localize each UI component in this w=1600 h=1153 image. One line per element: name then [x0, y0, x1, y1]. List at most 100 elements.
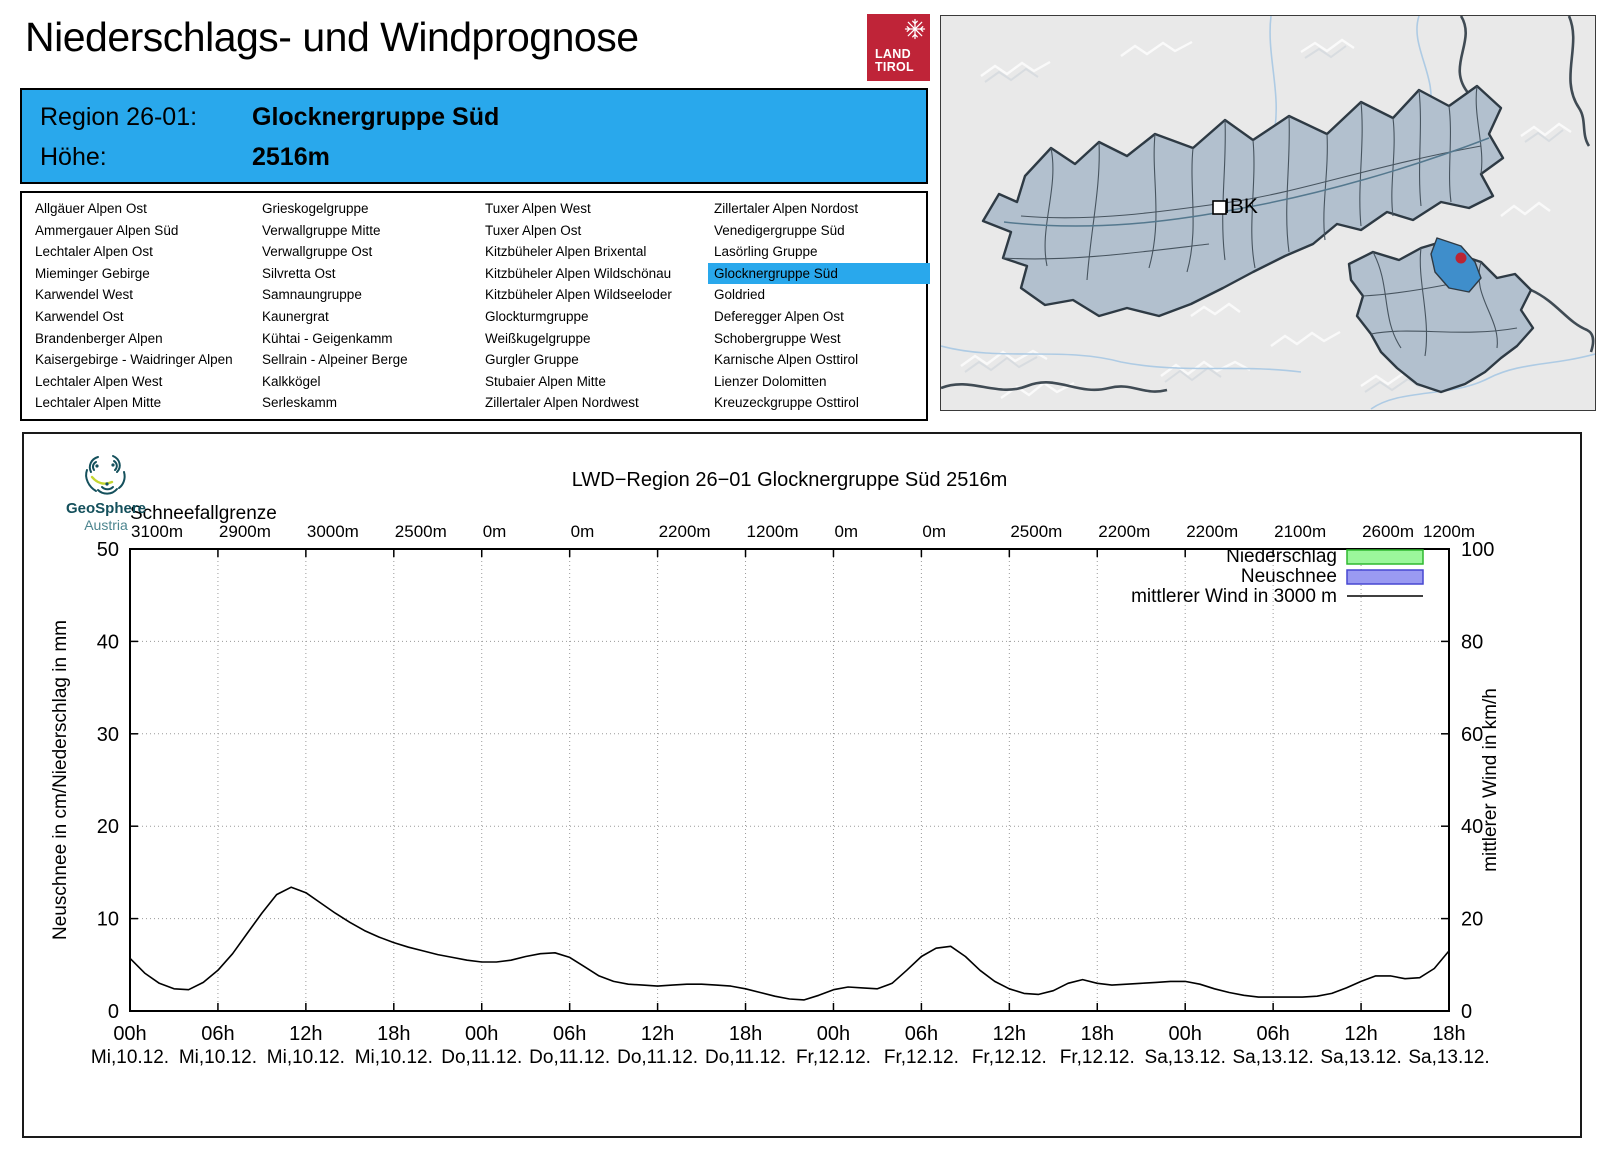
region-item[interactable]: Schobergruppe West: [714, 330, 841, 346]
wind-line: [129, 886, 1450, 1001]
xtick-date: Do,11.12.: [529, 1047, 610, 1068]
xtick-date: Fr,12.12.: [972, 1047, 1047, 1068]
ytick-right: 20: [1461, 909, 1483, 931]
geosphere-icon: [85, 455, 126, 495]
region-item[interactable]: Serleskamm: [262, 395, 338, 411]
region-item[interactable]: Lechtaler Alpen West: [35, 373, 163, 389]
ylabel-left: Neuschnee in cm/Niederschlag in mm: [50, 620, 71, 940]
region-item[interactable]: Gurgler Gruppe: [485, 352, 579, 368]
legend-label: Neuschnee: [1241, 566, 1337, 587]
snowline-value: 3000m: [307, 522, 359, 541]
ylabel-right: mittlerer Wind in km/h: [1480, 688, 1501, 872]
xtick-date: Fr,12.12.: [1060, 1047, 1135, 1068]
legend-swatch: [1346, 549, 1424, 565]
region-item[interactable]: Allgäuer Alpen Ost: [35, 201, 147, 216]
geosphere-accent-swirl: [90, 475, 114, 485]
region-item[interactable]: Goldried: [714, 287, 766, 303]
region-item[interactable]: Lechtaler Alpen Ost: [35, 244, 153, 260]
region-item[interactable]: Verwallgruppe Ost: [262, 244, 373, 260]
region-item-selected[interactable]: Glocknergruppe Süd: [708, 262, 930, 284]
xtick-hour: 06h: [201, 1023, 234, 1045]
region-item[interactable]: Lasörling Gruppe: [714, 244, 818, 260]
terrain-shadows: [964, 45, 1564, 393]
region-item[interactable]: Kaunergrat: [262, 309, 329, 324]
region-item[interactable]: Mieminger Gebirge: [35, 265, 150, 281]
snowline-value: 0m: [922, 522, 946, 541]
xtick-date: Mi,10.12.: [179, 1047, 257, 1068]
region-item[interactable]: Kühtai - Geigenkamm: [262, 330, 393, 346]
region-item[interactable]: Karwendel West: [35, 287, 134, 303]
region-value: Glocknergruppe Süd: [252, 103, 500, 131]
region-item[interactable]: Grieskogelgruppe: [262, 201, 369, 216]
region-item[interactable]: Silvretta Ost: [262, 265, 336, 281]
snowline-label: Schneefallgrenze: [130, 503, 277, 524]
ytick-right: 0: [1461, 1001, 1472, 1023]
xtick-date: Mi,10.12.: [91, 1047, 169, 1068]
region-item[interactable]: Zillertaler Alpen Nordwest: [485, 395, 639, 411]
geosphere-logo: GeoSphere Austria: [52, 454, 160, 533]
snowline-value: 0m: [834, 522, 858, 541]
region-item[interactable]: Kreuzeckgruppe Osttirol: [714, 395, 859, 411]
snowline-value: 3100m: [131, 522, 183, 541]
ytick-right: 100: [1461, 539, 1494, 561]
xtick-date: Fr,12.12.: [796, 1047, 871, 1068]
snowline-value: 0m: [571, 522, 595, 541]
region-item[interactable]: Kalkkögel: [262, 373, 321, 389]
snowline-value: 1200m: [1423, 522, 1475, 541]
xtick-date: Mi,10.12.: [267, 1047, 345, 1068]
region-item[interactable]: Kitzbüheler Alpen Brixental: [485, 244, 647, 260]
region-item[interactable]: Kitzbüheler Alpen Wildseeloder: [485, 287, 672, 303]
xtick-date: Mi,10.12.: [355, 1047, 433, 1068]
snowline-value: 2500m: [1010, 522, 1062, 541]
ytick-left: 20: [97, 816, 119, 838]
ytick-left: 10: [97, 909, 119, 931]
region-item[interactable]: Glockturmgruppe: [485, 309, 589, 324]
region-item[interactable]: Tuxer Alpen Ost: [485, 222, 582, 238]
xtick-hour: 06h: [1256, 1023, 1289, 1045]
region-item[interactable]: Venedigergruppe Süd: [714, 222, 845, 238]
plot-area: [130, 549, 1449, 1011]
ytick-left: 30: [97, 724, 119, 746]
region-item[interactable]: Sellrain - Alpeiner Berge: [262, 352, 408, 368]
map-city-label: IBK: [1224, 195, 1258, 218]
region-item[interactable]: Deferegger Alpen Ost: [714, 309, 844, 324]
xtick-hour: 12h: [289, 1023, 322, 1045]
region-item[interactable]: Karwendel Ost: [35, 309, 124, 324]
gridlines: [130, 549, 1449, 1011]
region-item[interactable]: Kitzbüheler Alpen Wildschönau: [485, 265, 672, 281]
region-borders-north: [1002, 85, 1483, 281]
region-item[interactable]: Karnische Alpen Osttirol: [714, 352, 859, 368]
snowline-value: 2600m: [1362, 522, 1414, 541]
region-item[interactable]: Lechtaler Alpen Mitte: [35, 395, 162, 411]
tirol-map[interactable]: IBK: [940, 15, 1596, 411]
snowline-value: 2200m: [659, 522, 711, 541]
xtick-date: Fr,12.12.: [884, 1047, 959, 1068]
land-tirol-line1: LAND: [875, 47, 911, 61]
xtick-date: Sa,13.12.: [1232, 1047, 1313, 1068]
region-item[interactable]: Verwallgruppe Mitte: [262, 222, 381, 238]
ytick-right: 40: [1461, 816, 1483, 838]
region-item[interactable]: Samnaungruppe: [262, 287, 362, 303]
region-item[interactable]: Tuxer Alpen West: [485, 201, 591, 216]
region-item[interactable]: Weißkugelgruppe: [485, 330, 591, 346]
snowline-value: 2200m: [1098, 522, 1150, 541]
ytick-left: 0: [108, 1001, 119, 1023]
region-item[interactable]: Kaisergebirge - Waidringer Alpen: [35, 352, 233, 368]
xtick-hour: 00h: [1169, 1023, 1202, 1045]
region-header: Region 26-01: Glocknergruppe Süd Höhe: 2…: [20, 88, 928, 184]
legend-label: Niederschlag: [1226, 546, 1337, 567]
xtick-hour: 12h: [641, 1023, 674, 1045]
altitude-value: 2516m: [252, 143, 330, 171]
map-region-highlight[interactable]: [1430, 237, 1482, 293]
snowline-value: 2200m: [1186, 522, 1238, 541]
region-item[interactable]: Stubaier Alpen Mitte: [485, 373, 606, 389]
region-item[interactable]: Lienzer Dolomitten: [714, 373, 827, 389]
region-item[interactable]: Ammergauer Alpen Süd: [35, 222, 179, 238]
ytick-left: 50: [97, 539, 119, 561]
region-item[interactable]: Brandenberger Alpen: [35, 330, 163, 346]
xtick-date: Sa,13.12.: [1408, 1047, 1489, 1068]
legend-swatch: [1346, 569, 1424, 585]
region-item[interactable]: Zillertaler Alpen Nordost: [714, 201, 859, 216]
xtick-hour: 18h: [1432, 1023, 1465, 1045]
